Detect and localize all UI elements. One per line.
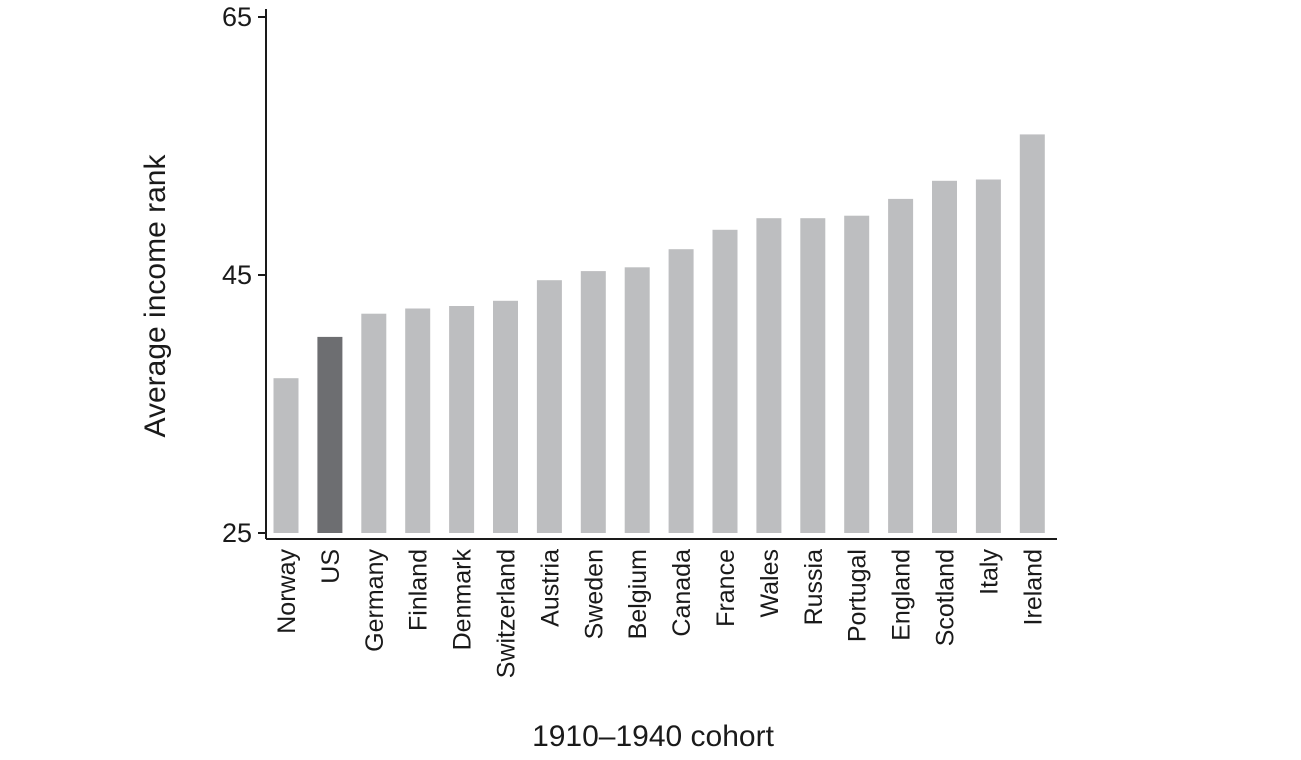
bar-germany bbox=[361, 313, 387, 533]
x-tick-label-us: US bbox=[317, 549, 345, 584]
x-tick-label-russia: Russia bbox=[800, 549, 828, 626]
bar-scotland bbox=[932, 180, 957, 534]
bar-us bbox=[317, 336, 343, 533]
bar-canada bbox=[668, 249, 694, 533]
bar-finland bbox=[405, 308, 431, 533]
bar-ireland bbox=[1019, 134, 1045, 533]
bar-wales bbox=[756, 218, 782, 533]
bar-italy bbox=[975, 179, 1001, 533]
x-tick-label-germany: Germany bbox=[361, 549, 389, 652]
bar-england bbox=[888, 198, 914, 533]
x-tick-label-italy: Italy bbox=[975, 549, 1003, 595]
x-tick-label-portugal: Portugal bbox=[844, 549, 872, 642]
y-tick-label: 25 bbox=[222, 518, 252, 548]
bar-sweden bbox=[580, 271, 606, 533]
bar-switzerland bbox=[493, 300, 518, 533]
x-tick-label-wales: Wales bbox=[756, 549, 784, 618]
bar-france bbox=[712, 229, 738, 534]
y-axis-title: Average income rank bbox=[139, 154, 172, 438]
x-tick-label-scotland: Scotland bbox=[932, 549, 960, 646]
x-tick-label-ireland: Ireland bbox=[1019, 549, 1047, 625]
x-tick-label-sweden: Sweden bbox=[580, 549, 608, 639]
bar-austria bbox=[536, 280, 562, 533]
bar-russia bbox=[800, 218, 826, 533]
x-axis-title: 1910–1940 cohort bbox=[532, 720, 775, 753]
bars bbox=[273, 134, 1045, 534]
x-tick-label-france: France bbox=[712, 549, 740, 627]
x-tick-label-denmark: Denmark bbox=[449, 549, 477, 651]
y-tick-label: 65 bbox=[222, 2, 252, 32]
y-tick-label: 45 bbox=[222, 260, 252, 290]
x-tick-label-austria: Austria bbox=[536, 549, 564, 627]
x-tick-label-switzerland: Switzerland bbox=[493, 549, 521, 678]
x-tick-labels: Norway US Germany Finland Denmark Switzerland… bbox=[273, 549, 1047, 679]
x-tick-label-norway: Norway bbox=[273, 549, 301, 634]
x-tick-label-canada: Canada bbox=[668, 549, 696, 637]
x-tick-label-england: England bbox=[888, 549, 916, 641]
bar-portugal bbox=[844, 215, 870, 533]
y-ticks: 25 45 65 bbox=[222, 2, 266, 548]
x-tick-label-belgium: Belgium bbox=[624, 549, 652, 639]
bar-denmark bbox=[449, 306, 475, 533]
x-tick-label-finland: Finland bbox=[405, 549, 433, 631]
bar-norway bbox=[273, 378, 299, 533]
bar-belgium bbox=[624, 267, 650, 533]
